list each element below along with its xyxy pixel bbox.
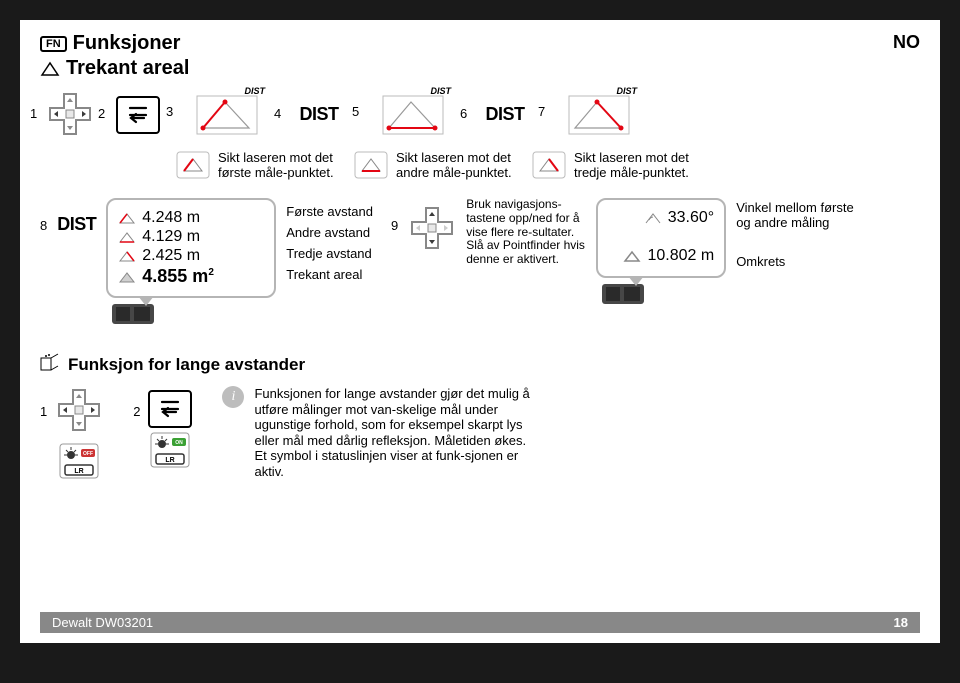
val-4: 4.855 m	[142, 266, 208, 286]
enter-key-icon	[148, 390, 192, 428]
caption-nav: Bruk navigasjons-tastene opp/ned for å v…	[466, 198, 586, 267]
step-num-7: 7	[538, 104, 545, 119]
dist-label: DIST	[616, 86, 637, 96]
caption-third: Sikt laseren mot det tredje måle-punktet…	[574, 151, 702, 181]
step-num-8: 8	[40, 218, 47, 233]
s3-num-2: 2	[133, 404, 140, 419]
lang-code: NO	[893, 32, 920, 53]
dist-button-1: DIST	[299, 104, 338, 125]
triangle-icon	[40, 61, 60, 77]
val-3: 2.425 m	[142, 247, 200, 265]
lr-on-badge: ON LR	[150, 432, 190, 473]
val-2: 4.129 m	[142, 228, 200, 246]
long-range-icon	[40, 353, 60, 376]
page-title: Funksjoner	[73, 32, 181, 55]
caption-first: Sikt laseren mot det første måle-punktet…	[218, 151, 346, 181]
result-bubble-1: 4.248 m 4.129 m 2.425 m 4.855 m2	[106, 198, 276, 298]
triangle-chip-3	[532, 151, 566, 184]
dpad-icon	[46, 90, 94, 143]
subtitle: Trekant areal	[66, 57, 189, 80]
footer: Dewalt DW03201 18	[40, 612, 920, 633]
info-text: Funksjonen for lange avstander gjør det …	[254, 386, 534, 480]
peri-label: Omkrets	[736, 254, 866, 269]
triangle-diagram-1: DIST	[189, 90, 263, 145]
caption-second: Sikt laseren mot det andre måle-punktet.	[396, 151, 524, 181]
dist-label: DIST	[430, 86, 451, 96]
label-3: Tredje avstand	[286, 246, 373, 261]
svg-text:LR: LR	[166, 457, 175, 464]
step-num-6: 6	[460, 106, 467, 121]
steps-row-1: 1 2 3 DIST	[40, 90, 920, 145]
step-num-5: 5	[352, 104, 359, 119]
fn-badge: FN	[40, 36, 67, 52]
footer-model: Dewalt DW03201	[52, 615, 153, 630]
val-4-exp: 2	[208, 267, 214, 278]
angle-val: 33.60°	[668, 209, 714, 227]
info-icon: i	[222, 386, 244, 408]
angle-label: Vinkel mellom første og andre måling	[736, 200, 866, 230]
label-1: Første avstand	[286, 204, 373, 219]
step-num-3: 3	[166, 104, 173, 119]
triangle-chip-2	[354, 151, 388, 184]
s3-num-1: 1	[40, 404, 47, 419]
header: FN Funksjoner Trekant areal NO	[40, 32, 920, 80]
enter-key-icon	[116, 96, 160, 134]
dist-button-2: DIST	[485, 104, 524, 125]
step-num-2: 2	[98, 106, 105, 121]
svg-text:ON: ON	[176, 440, 184, 446]
step-num-1: 1	[30, 106, 37, 121]
section-long-range: Funksjon for lange avstander 1	[40, 353, 920, 484]
result-labels-1: Første avstand Andre avstand Tredje avst…	[286, 204, 373, 282]
svg-text:OFF: OFF	[83, 451, 93, 457]
triangle-diagram-3: DIST	[561, 90, 635, 145]
peri-val: 10.802 m	[647, 247, 714, 265]
result-bubble-2: 33.60° 10.802 m	[596, 198, 726, 278]
section-title: Funksjon for lange avstander	[68, 355, 305, 375]
svg-text:LR: LR	[75, 468, 84, 475]
dpad-icon	[408, 198, 456, 257]
label-2: Andre avstand	[286, 225, 373, 240]
dpad-icon	[55, 386, 103, 439]
triangle-chip-1	[176, 151, 210, 184]
val-1: 4.248 m	[142, 209, 200, 227]
step-num-4: 4	[274, 106, 281, 121]
triangle-diagram-2: DIST	[375, 90, 449, 145]
footer-page: 18	[894, 615, 908, 630]
steps-row-2: 8 DIST 4.248 m 4.129 m 2.425 m 4.855 m2 …	[40, 198, 920, 331]
result-labels-2: Vinkel mellom første og andre måling Omk…	[736, 200, 866, 269]
label-4: Trekant areal	[286, 267, 373, 282]
lr-off-badge: OFF LR	[59, 443, 99, 484]
dist-button-3: DIST	[57, 214, 96, 235]
step-num-9: 9	[391, 218, 398, 233]
dist-label: DIST	[244, 86, 265, 96]
